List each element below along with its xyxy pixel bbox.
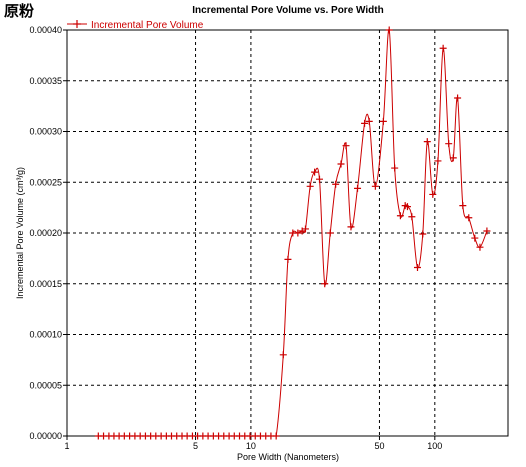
data-point (284, 255, 292, 263)
data-point (321, 280, 329, 288)
data-point (354, 184, 362, 192)
corner-label: 原粉 (4, 2, 35, 20)
data-point (408, 213, 416, 221)
data-point (403, 203, 411, 211)
x-tick-label: 5 (193, 441, 198, 451)
y-axis: 0.00000 0.00005 0.00010 0.00015 0.00020 0.000… (29, 25, 67, 441)
x-tick-label: 50 (374, 441, 384, 451)
y-tick-label: 0.00025 (29, 177, 62, 187)
data-point (445, 140, 453, 148)
data-point (391, 164, 399, 172)
legend-label: Incremental Pore Volume (91, 20, 204, 31)
data-point (454, 94, 462, 102)
data-point (476, 243, 484, 251)
data-point (315, 175, 323, 183)
y-tick-label: 0.00015 (29, 279, 62, 289)
data-point (429, 190, 437, 198)
data-point (332, 180, 340, 188)
y-tick-label: 0.00040 (29, 25, 62, 35)
data-point (434, 157, 442, 165)
data-point (379, 117, 387, 125)
data-point (465, 214, 473, 222)
y-tick-label: 0.00030 (29, 127, 62, 137)
data-point (419, 230, 427, 238)
data-point (342, 142, 350, 150)
data-point (385, 26, 393, 34)
data-point (439, 44, 447, 52)
x-axis: 1 5 10 50 100 (64, 436, 442, 451)
chart-title: Incremental Pore Volume vs. Pore Width (192, 5, 383, 16)
data-point (361, 119, 369, 127)
x-tick-label: 100 (427, 441, 442, 451)
data-point (413, 264, 421, 272)
data-point (449, 154, 457, 162)
data-point (459, 202, 467, 210)
y-axis-title: Incremental Pore Volume (cm³/g) (15, 167, 25, 299)
data-point (337, 160, 345, 168)
x-tick-label: 10 (246, 441, 256, 451)
data-point (301, 225, 309, 233)
data-point (279, 351, 287, 359)
grid-lines (67, 30, 508, 436)
y-tick-label: 0.00020 (29, 228, 62, 238)
data-point (371, 182, 379, 190)
data-point (365, 117, 373, 125)
series-layer (94, 26, 491, 440)
y-tick-label: 0.00005 (29, 380, 62, 390)
data-point (272, 432, 280, 440)
data-point (347, 223, 355, 231)
x-axis-title: Pore Width (Nanometers) (237, 452, 339, 462)
y-tick-label: 0.00010 (29, 330, 62, 340)
x-tick-label: 1 (64, 441, 69, 451)
data-point (471, 234, 479, 242)
data-point (294, 229, 302, 237)
legend-marker (73, 20, 81, 28)
data-point (396, 212, 404, 220)
y-tick-label: 0.00035 (29, 76, 62, 86)
data-point (483, 227, 491, 235)
y-tick-label: 0.00000 (29, 431, 62, 441)
data-point (306, 182, 314, 190)
data-point (311, 168, 319, 176)
data-point (423, 138, 431, 146)
legend: Incremental Pore Volume (67, 20, 204, 31)
data-point (326, 229, 334, 237)
